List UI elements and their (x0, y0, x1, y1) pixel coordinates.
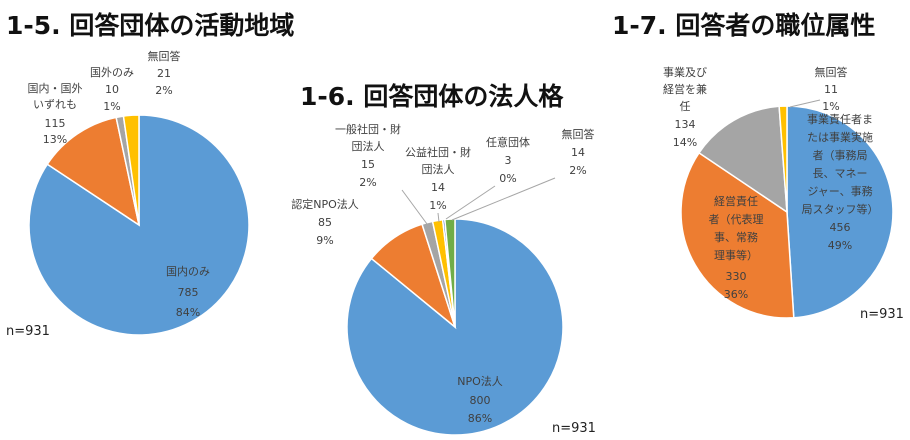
leader-line-no-answer (789, 99, 821, 108)
data-label-business-lead-line-2: たは事業実施 (807, 130, 873, 144)
data-label-npo-value: 800 (470, 394, 491, 407)
pie-slice-4 (122, 114, 140, 226)
data-label-concurrent-line-2: 経営を兼 (663, 82, 707, 96)
data-label-both-percent: 13% (43, 133, 67, 146)
leader-line-no-answer (451, 177, 556, 221)
data-label-concurrent-value: 134 (675, 118, 696, 131)
data-label-business-lead-value: 456 (830, 221, 851, 234)
data-label-npo-percent: 86% (468, 412, 492, 425)
data-label-management-line-1: 経営責任 (714, 194, 758, 208)
leader-line-voluntary (445, 185, 496, 220)
data-label-business-lead-percent: 49% (828, 239, 852, 252)
data-label-no-answer-value: 11 (824, 83, 838, 96)
data-label-management-line-2: 者（代表理 (709, 212, 764, 226)
sample-size-label: n=931 (552, 421, 596, 436)
data-label-no-answer-value: 21 (157, 67, 171, 80)
data-label-management-line-3: 事、常務 (714, 230, 758, 244)
data-label-no-answer-percent: 1% (822, 100, 839, 113)
data-label-overseas-only-name: 国外のみ (90, 66, 134, 79)
data-label-no-answer-name: 無回答 (815, 65, 848, 79)
data-label-npo-name: NPO法人 (457, 374, 503, 388)
data-label-certified-npo-percent: 9% (316, 234, 333, 247)
data-label-no-answer-percent: 2% (155, 84, 172, 97)
data-label-general-corp-name-2: 団法人 (352, 139, 385, 153)
data-label-business-lead-line-6: 局スタッフ等） (802, 202, 879, 216)
data-label-certified-npo-value: 85 (318, 216, 332, 229)
leader-line-public-corp (437, 212, 440, 223)
data-label-domestic-only-value: 785 (178, 286, 199, 299)
data-label-management-line-4: 理事等） (714, 248, 758, 262)
data-label-public-corp-percent: 1% (429, 199, 446, 212)
data-label-no-answer-percent: 2% (569, 164, 586, 177)
sample-size-label: n=931 (860, 307, 904, 322)
data-label-management-percent: 36% (724, 288, 748, 301)
data-label-domestic-only-percent: 84% (176, 306, 200, 319)
pie-slice-3 (698, 105, 788, 214)
data-label-voluntary-value: 3 (505, 154, 512, 167)
chart-legal-status: 1-6. 回答団体の法人格 NPO法人 800 86% 認定NPO法人 85 9… (291, 82, 596, 436)
data-label-public-corp-name-2: 団法人 (422, 162, 455, 176)
data-label-business-lead-line-3: 者（事務局 (813, 148, 868, 162)
data-label-overseas-only-value: 10 (105, 83, 119, 96)
data-label-general-corp-value: 15 (361, 158, 375, 171)
data-label-both-name-1: 国内・国外 (28, 81, 83, 95)
data-label-voluntary-name: 任意団体 (486, 135, 530, 149)
data-label-no-answer-name: 無回答 (148, 49, 181, 63)
data-label-no-answer-name: 無回答 (562, 127, 595, 141)
chart-title-activity-region: 1-5. 回答団体の活動地域 (6, 11, 294, 40)
chart-title-respondent-position: 1-7. 回答者の職位属性 (612, 11, 875, 40)
data-label-concurrent-percent: 14% (673, 136, 697, 149)
data-label-voluntary-percent: 0% (499, 172, 516, 185)
pie-slice-4 (778, 105, 788, 213)
data-label-domestic-only-name: 国内のみ (166, 264, 210, 278)
data-label-public-corp-name-1: 公益社団・財 (405, 145, 471, 159)
data-label-overseas-only-percent: 1% (103, 100, 120, 113)
pie-slice-2 (680, 151, 795, 319)
pie-activity-region (28, 114, 250, 336)
data-label-concurrent-line-3: 任 (680, 100, 691, 113)
data-label-both-value: 115 (45, 117, 66, 130)
data-label-public-corp-value: 14 (431, 181, 445, 194)
data-label-certified-npo-name: 認定NPO法人 (291, 197, 359, 211)
data-label-concurrent-line-1: 事業及び (663, 66, 707, 79)
sample-size-label: n=931 (6, 324, 50, 339)
data-label-both-name-2: いずれも (33, 98, 77, 111)
data-label-general-corp-percent: 2% (359, 176, 376, 189)
chart-title-legal-status: 1-6. 回答団体の法人格 (300, 82, 564, 111)
data-label-management-value: 330 (726, 270, 747, 283)
chart-activity-region: 1-5. 回答団体の活動地域 国内のみ 785 84% 国内・国外 いずれも 1… (6, 11, 294, 339)
pie-slice-1 (786, 105, 894, 319)
leader-line-general-corp (401, 189, 428, 225)
pie-respondent-position (680, 105, 894, 319)
pie-legal-status (346, 218, 564, 436)
data-label-business-lead-line-4: 長、マネー (813, 167, 868, 180)
pie-slice-2 (46, 116, 141, 227)
data-label-general-corp-name-1: 一般社団・財 (335, 122, 401, 136)
data-label-business-lead-line-5: ジャー、事務 (807, 184, 872, 198)
data-label-business-lead-line-1: 事業責任者ま (807, 112, 873, 126)
data-label-no-answer-value: 14 (571, 146, 585, 159)
chart-respondent-position: 1-7. 回答者の職位属性 事業責任者ま たは事業実施 者（事務局 長、マネー … (612, 11, 904, 322)
